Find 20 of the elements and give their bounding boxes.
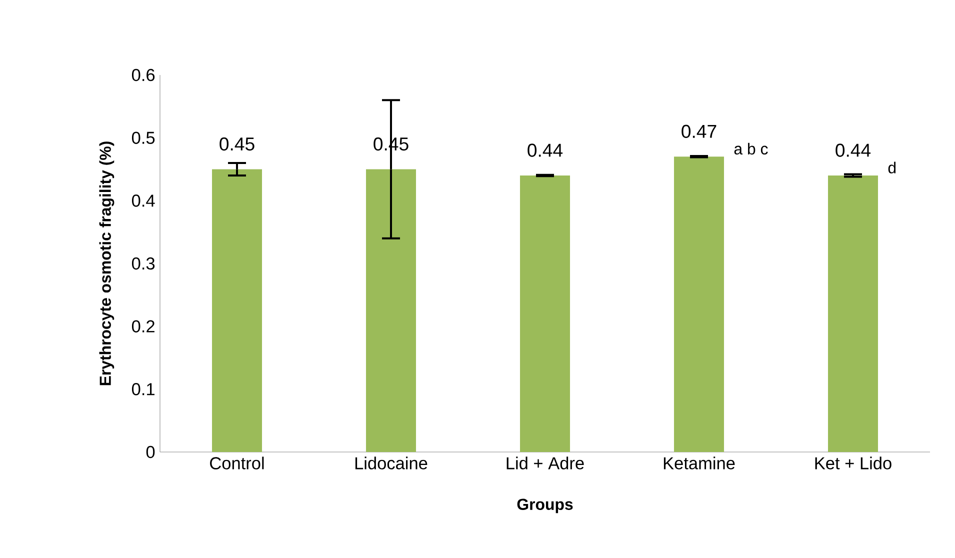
y-tick-label: 0.3 xyxy=(132,257,155,270)
y-tick-label: 0.4 xyxy=(132,194,155,207)
y-tick-label: 0.1 xyxy=(132,383,154,396)
y-axis-title: Erythrocyte osmotic fragility (%) xyxy=(99,142,114,386)
y-tick-label: 0 xyxy=(146,446,155,458)
y-tick-label: 0.5 xyxy=(132,132,155,144)
y-tick-label: 0.2 xyxy=(132,320,154,332)
x-tick-label: Lid + Adre xyxy=(506,456,584,470)
data-label: 0.45 xyxy=(220,137,254,151)
annotation: d xyxy=(888,162,896,174)
x-tick-label: Lidocaine xyxy=(355,456,428,470)
data-label: 0.44 xyxy=(528,144,563,157)
y-tick-label: 0.6 xyxy=(132,68,155,82)
x-axis-title: Groups xyxy=(517,498,573,514)
data-label: 0.44 xyxy=(836,144,871,157)
x-tick-label: Control xyxy=(210,456,264,470)
data-label: 0.47 xyxy=(682,124,716,138)
annotation: a b c xyxy=(734,142,768,155)
x-tick-label: Ket + Lido xyxy=(815,456,892,470)
x-tick-label: Ketamine xyxy=(664,456,735,470)
